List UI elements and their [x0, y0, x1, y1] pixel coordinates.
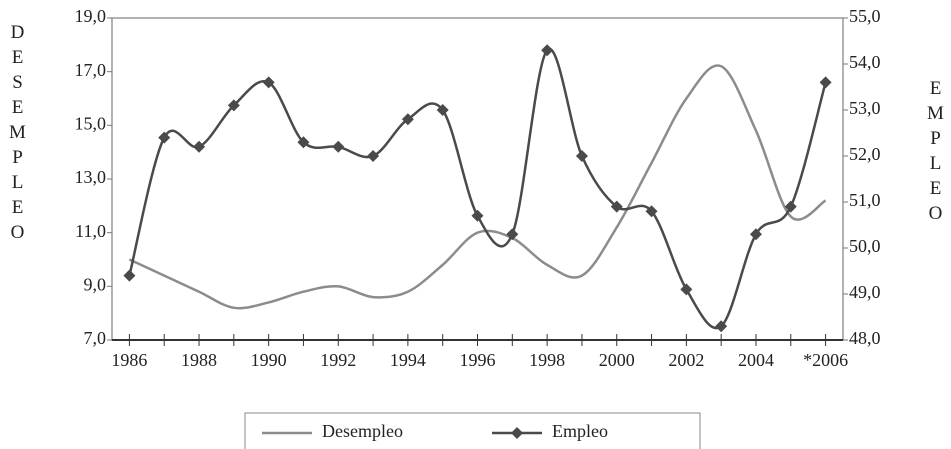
- point-marker: [227, 99, 240, 112]
- x-tick-label: 2000: [599, 350, 635, 370]
- point-marker: [680, 283, 693, 296]
- x-tick-label: *2006: [803, 350, 848, 370]
- point-marker: [332, 140, 345, 153]
- y-tick-label: 15,0: [75, 113, 107, 133]
- legend-label: Empleo: [552, 421, 608, 441]
- y-tick-label: 19,0: [75, 6, 107, 26]
- point-marker: [123, 269, 136, 282]
- y2-tick-label: 53,0: [849, 98, 881, 118]
- point-marker: [193, 140, 206, 153]
- x-tick-label: 1994: [390, 350, 426, 370]
- point-marker: [367, 150, 380, 162]
- point-marker: [645, 205, 658, 218]
- point-marker: [471, 209, 484, 222]
- point-marker: [158, 131, 171, 144]
- point-marker: [610, 200, 623, 213]
- y2-axis-title: EMPLEO: [925, 78, 946, 228]
- y-axis-title: DESEMPLEO: [7, 22, 28, 247]
- y2-tick-label: 49,0: [849, 282, 881, 302]
- point-marker: [297, 136, 310, 149]
- x-tick-label: 1998: [529, 350, 565, 370]
- y2-tick-label: 50,0: [849, 236, 881, 256]
- x-tick-label: 1992: [320, 350, 356, 370]
- point-marker: [575, 150, 588, 162]
- y2-tick-label: 55,0: [849, 6, 881, 26]
- x-tick-label: 1986: [111, 350, 147, 370]
- point-marker: [541, 44, 554, 57]
- point-marker: [436, 104, 449, 116]
- y2-tick-label: 54,0: [849, 52, 881, 72]
- y2-tick-label: 52,0: [849, 144, 881, 164]
- y-tick-label: 9,0: [84, 274, 107, 294]
- y-tick-label: 7,0: [84, 328, 107, 348]
- y-tick-label: 17,0: [75, 60, 107, 80]
- legend-box: [244, 412, 701, 449]
- series-line: [128, 47, 827, 330]
- x-tick-label: 1990: [251, 350, 287, 370]
- y2-tick-label: 51,0: [849, 190, 881, 210]
- legend-marker: [511, 427, 523, 439]
- point-marker: [506, 228, 519, 241]
- x-tick-label: 2004: [738, 350, 774, 370]
- x-tick-label: 1988: [181, 350, 217, 370]
- point-marker: [401, 113, 414, 126]
- plot-frame: [111, 17, 844, 341]
- point-marker: [715, 320, 728, 333]
- y2-tick-label: 48,0: [849, 328, 881, 348]
- y-tick-label: 13,0: [75, 167, 107, 187]
- series-line: [128, 64, 827, 310]
- point-marker: [784, 200, 797, 213]
- x-tick-label: 2002: [668, 350, 704, 370]
- point-marker: [819, 76, 832, 89]
- x-tick-label: 1996: [460, 350, 496, 370]
- legend-label: Desempleo: [322, 421, 403, 441]
- point-marker: [749, 228, 762, 241]
- y-tick-label: 11,0: [75, 221, 106, 241]
- point-marker: [262, 76, 275, 89]
